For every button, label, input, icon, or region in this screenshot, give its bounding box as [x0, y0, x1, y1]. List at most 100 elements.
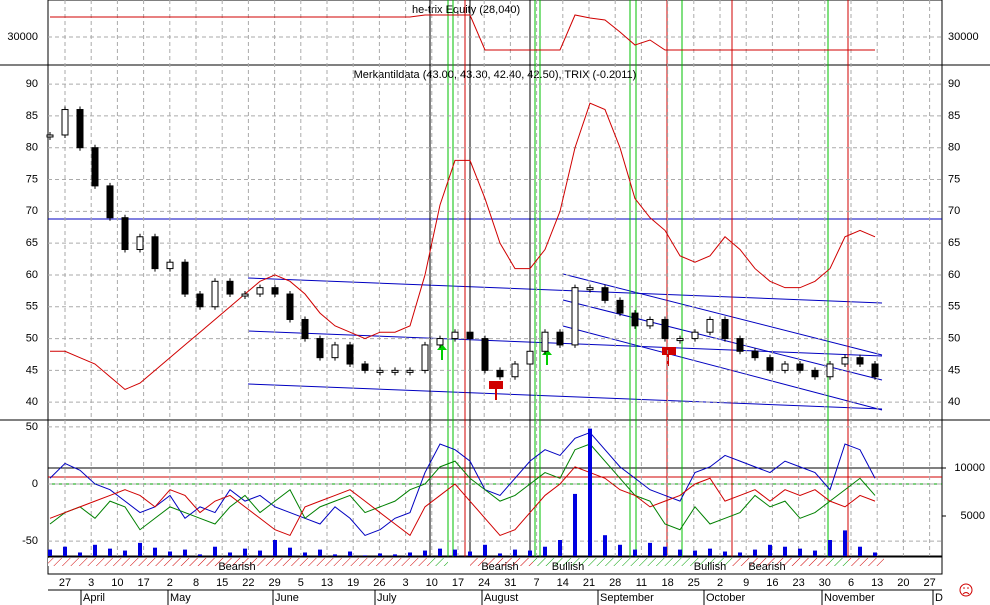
band	[830, 558, 848, 566]
volume-bar	[303, 552, 307, 556]
day-label: 15	[216, 577, 228, 589]
volume-bar	[318, 549, 322, 556]
volume-bar	[753, 549, 757, 556]
y-tick-label: 60	[26, 269, 38, 281]
candle	[556, 331, 564, 346]
candle	[166, 261, 174, 270]
volume-bar	[48, 549, 52, 556]
volume-bar	[498, 553, 502, 556]
volume-bar	[258, 550, 262, 556]
day-label: 19	[347, 577, 359, 589]
y-tick-label: 90	[26, 78, 38, 90]
month-label: June	[275, 592, 299, 604]
volume-bar	[273, 539, 277, 556]
candle	[856, 357, 864, 365]
volume-bar	[768, 544, 772, 556]
day-label: 10	[111, 577, 123, 589]
candle	[346, 344, 354, 365]
band	[632, 558, 682, 566]
volume-bar	[288, 547, 292, 556]
trix-line	[50, 102, 876, 391]
day-label: 21	[583, 577, 595, 589]
oscillator-line	[49, 443, 876, 531]
day-label: 31	[504, 577, 516, 589]
band	[470, 558, 533, 566]
y-tick-label-right: 45	[948, 364, 960, 376]
day-label: 14	[557, 577, 569, 589]
y-tick-label-right: 60	[948, 269, 960, 281]
volume-bar	[333, 554, 337, 556]
band-label: Bullish	[552, 561, 584, 573]
day-label: 29	[268, 577, 280, 589]
candle	[391, 369, 399, 373]
candle	[736, 338, 744, 352]
volume-bar	[858, 546, 862, 556]
day-label: 5	[298, 577, 304, 589]
day-label: 20	[897, 577, 909, 589]
volume-bar	[423, 550, 427, 556]
candle	[691, 331, 699, 340]
candle	[196, 293, 204, 308]
day-label: 3	[403, 577, 409, 589]
day-label: 13	[321, 577, 333, 589]
month-label: April	[83, 592, 105, 604]
day-label: 16	[766, 577, 778, 589]
y2-tick-label: 10000	[954, 462, 985, 474]
candle	[331, 344, 339, 359]
y-tick-label: -50	[22, 535, 38, 547]
day-label: 25	[688, 577, 700, 589]
volume-bar	[573, 493, 577, 556]
month-label: D	[935, 592, 943, 604]
day-label: 3	[88, 577, 94, 589]
day-label: 17	[452, 577, 464, 589]
candle	[406, 369, 414, 373]
volume-bar	[243, 548, 247, 556]
volume-bar	[828, 539, 832, 556]
candle	[631, 312, 639, 327]
volume-bar	[738, 552, 742, 556]
candle	[46, 134, 54, 138]
volume-bar	[708, 548, 712, 556]
volume-bar	[813, 550, 817, 556]
candle	[181, 261, 189, 295]
volume-bar	[543, 546, 547, 556]
y-tick-label: 30000	[7, 31, 38, 43]
candle	[91, 147, 99, 187]
day-label: 26	[373, 577, 385, 589]
y-tick-label: 55	[26, 301, 38, 313]
volume-bar	[633, 549, 637, 556]
day-label: 28	[609, 577, 621, 589]
volume-bar	[378, 553, 382, 556]
day-label: 7	[534, 577, 540, 589]
volume-bar	[798, 548, 802, 556]
volume-bar	[108, 548, 112, 556]
volume-bar	[78, 552, 82, 556]
volume-bar	[213, 546, 217, 556]
candle	[796, 363, 804, 371]
candle	[541, 331, 549, 352]
candle	[256, 287, 264, 295]
candle	[121, 217, 129, 250]
candle	[361, 363, 369, 371]
band-label: Bearish	[218, 561, 255, 573]
day-label: 8	[193, 577, 199, 589]
volume-bar	[483, 544, 487, 556]
volume-bar	[63, 546, 67, 556]
volume-bar	[678, 549, 682, 556]
band-label: Bullish	[694, 561, 726, 573]
candle	[151, 236, 159, 270]
y-tick-label-right: 55	[948, 301, 960, 313]
band	[848, 558, 884, 566]
volume-bar	[648, 542, 652, 556]
day-label: 11	[636, 577, 647, 589]
candle	[136, 236, 144, 250]
candle	[871, 363, 879, 378]
band-label: Bearish	[748, 561, 785, 573]
candle	[661, 318, 669, 340]
volume-bar	[588, 428, 592, 556]
volume-bar	[408, 552, 412, 556]
day-label: 27	[59, 577, 71, 589]
candle	[676, 338, 684, 342]
candle	[526, 350, 534, 365]
volume-bar	[198, 554, 202, 556]
